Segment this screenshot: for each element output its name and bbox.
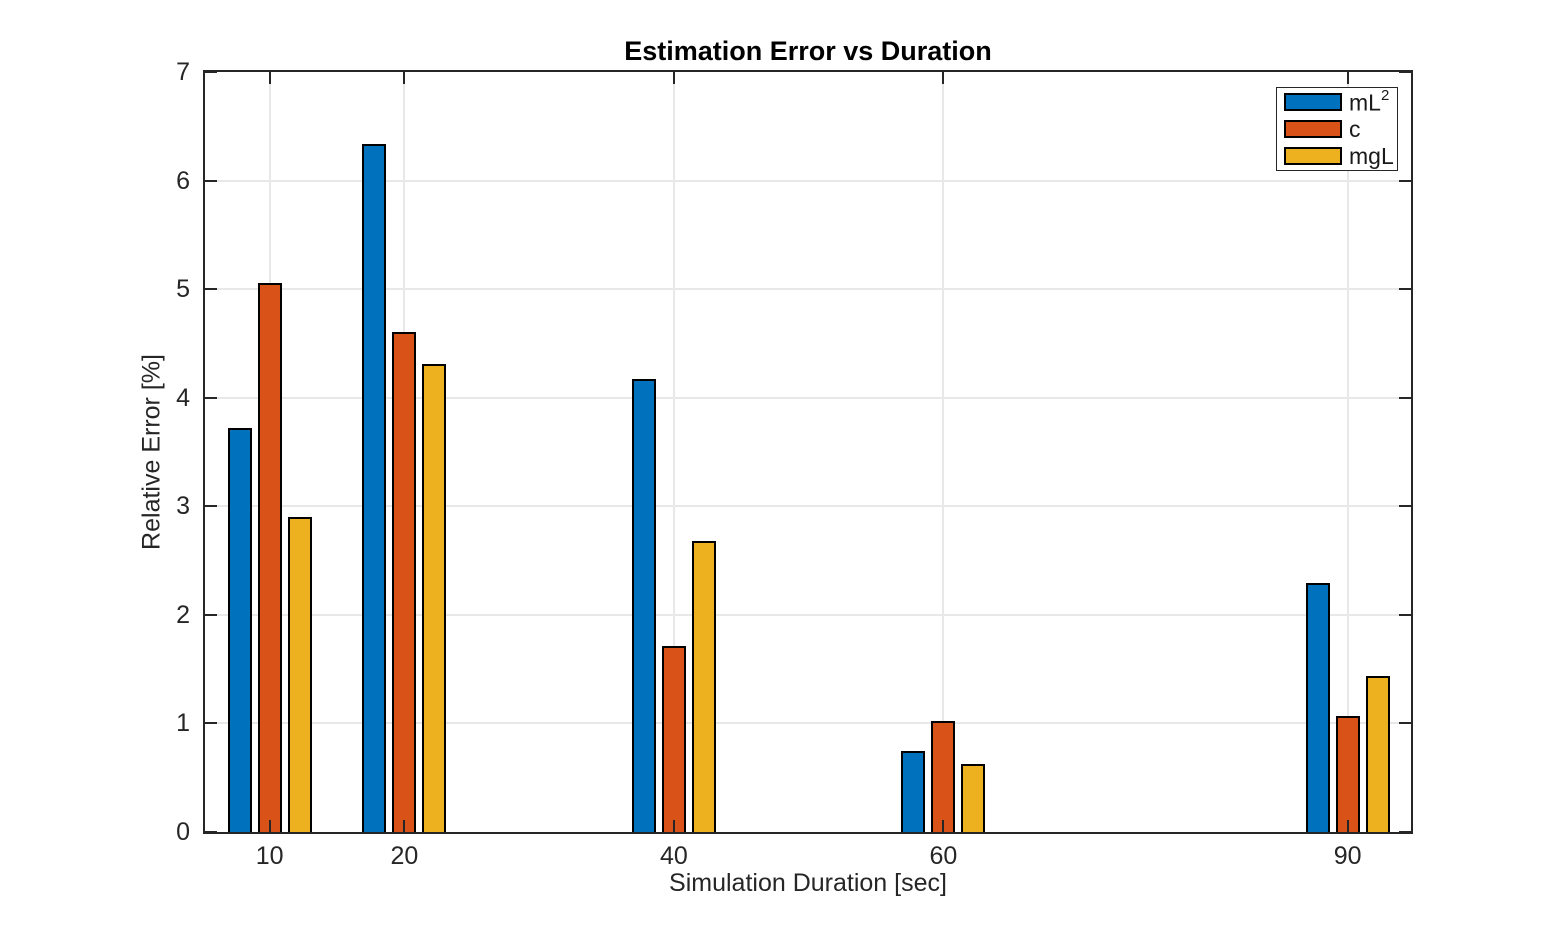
y-tick-label: 2 xyxy=(176,600,190,629)
legend-label: mL2 xyxy=(1349,86,1390,116)
y-tick-mark xyxy=(205,613,217,616)
x-tick-mark xyxy=(1346,72,1349,84)
y-tick-mark xyxy=(1399,831,1411,833)
bar-c-10 xyxy=(257,282,282,832)
h-gridline xyxy=(205,396,1411,399)
y-tick-mark xyxy=(1399,505,1411,508)
x-tick-label: 10 xyxy=(255,842,284,870)
y-tick-mark xyxy=(1399,396,1411,399)
bar-mgL-40 xyxy=(691,541,716,832)
x-tick-label: 60 xyxy=(929,842,958,870)
y-tick-label: 4 xyxy=(176,383,190,412)
legend-entry-c: c xyxy=(1284,116,1397,142)
x-tick-mark xyxy=(1346,820,1349,832)
bar-mL2-90 xyxy=(1305,583,1330,832)
x-tick-mark xyxy=(268,72,271,84)
bar-mL2-20 xyxy=(362,143,387,832)
bar-mgL-60 xyxy=(961,763,986,832)
bar-c-40 xyxy=(661,646,686,832)
y-tick-label: 3 xyxy=(176,492,190,521)
x-tick-label: 40 xyxy=(660,842,688,870)
x-tick-mark xyxy=(403,820,406,832)
v-gridline xyxy=(672,72,675,832)
y-tick-label: 1 xyxy=(176,709,190,738)
legend-swatch xyxy=(1284,93,1342,111)
x-tick-mark xyxy=(268,820,271,832)
bar-mL2-60 xyxy=(901,750,926,832)
y-tick-label: 6 xyxy=(176,166,190,195)
x-tick-mark xyxy=(942,820,945,832)
x-tick-mark xyxy=(672,72,675,84)
v-gridline xyxy=(942,72,945,832)
h-gridline xyxy=(205,505,1411,508)
bar-c-90 xyxy=(1335,715,1360,832)
y-tick-mark xyxy=(1399,288,1411,291)
y-tick-label: 0 xyxy=(176,818,190,846)
bar-mgL-20 xyxy=(422,364,447,832)
legend-entry-mgL: mgL xyxy=(1284,143,1397,169)
y-axis-label: Relative Error [%] xyxy=(137,354,166,550)
legend: mL2 c mgL xyxy=(1276,87,1398,171)
x-tick-mark xyxy=(403,72,406,84)
bar-mgL-10 xyxy=(287,517,312,832)
y-tick-mark xyxy=(205,396,217,399)
y-tick-mark xyxy=(1399,179,1411,182)
h-gridline xyxy=(205,179,1411,182)
x-axis-label: Simulation Duration [sec] xyxy=(669,869,947,897)
y-tick-mark xyxy=(1399,613,1411,616)
h-gridline xyxy=(205,288,1411,291)
x-tick-label: 20 xyxy=(390,842,419,870)
bar-mgL-90 xyxy=(1365,675,1390,832)
y-tick-label: 7 xyxy=(176,58,190,86)
legend-swatch xyxy=(1284,147,1342,165)
x-tick-mark xyxy=(942,72,945,84)
y-tick-mark xyxy=(205,288,217,291)
x-tick-mark xyxy=(672,820,675,832)
legend-swatch xyxy=(1284,120,1342,138)
y-tick-mark xyxy=(1399,71,1411,73)
y-tick-mark xyxy=(205,505,217,508)
bar-c-20 xyxy=(392,331,417,832)
y-tick-label: 5 xyxy=(176,275,190,304)
v-gridline xyxy=(1346,72,1349,832)
legend-entry-mL2: mL2 xyxy=(1284,86,1397,116)
y-tick-mark xyxy=(1399,722,1411,725)
legend-label: mgL xyxy=(1349,142,1394,169)
y-tick-mark xyxy=(205,179,217,182)
legend-label: c xyxy=(1349,115,1361,142)
bar-c-60 xyxy=(931,721,956,832)
chart-title: Estimation Error vs Duration xyxy=(624,36,992,66)
bar-mL2-40 xyxy=(631,379,656,832)
plot-area xyxy=(203,70,1413,834)
h-gridline xyxy=(205,722,1411,725)
y-tick-mark xyxy=(205,71,217,73)
x-tick-label: 90 xyxy=(1333,842,1362,870)
y-tick-mark xyxy=(205,722,217,725)
h-gridline xyxy=(205,613,1411,616)
y-tick-mark xyxy=(205,831,217,833)
bar-mL2-10 xyxy=(227,428,252,832)
